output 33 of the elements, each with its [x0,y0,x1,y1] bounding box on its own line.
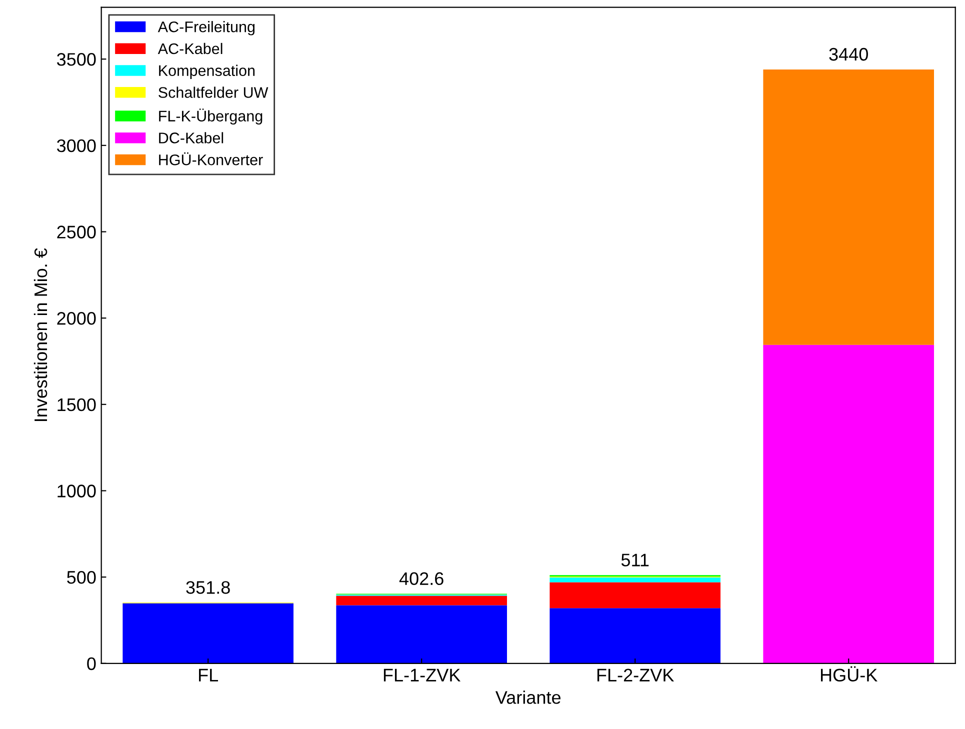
total-label: 3440 [829,48,868,61]
bar [550,582,720,608]
bar [336,596,507,606]
x-tick-label: FL [199,668,218,682]
y-tick-label: 1500 [58,398,96,412]
y-tick-label: 3500 [56,53,96,66]
y-tick-label: 3000 [56,139,96,152]
legend-label: DC-Kabel [159,132,224,144]
bar [122,603,294,664]
legend-label: HGÜ-Konverter [159,152,263,166]
legend-label: FL-K-Übergang [159,108,262,125]
bar [336,605,507,664]
x-tick-label: FL-2-ZVK [597,668,674,682]
legend-label: AC-Kabel [158,42,222,54]
legend-label: Kompensation [159,64,255,80]
x-tick-label: HGÜ-K [820,666,878,682]
total-label: 351.8 [186,581,230,594]
bar [763,69,934,345]
y-tick-label: 1000 [58,484,96,498]
total-label: 402.6 [399,572,444,586]
bar [550,608,720,664]
bar [550,577,720,582]
y-tick-label: 500 [67,570,96,584]
y-tick-label: 0 [87,657,96,670]
y-tick-label: 2000 [57,312,96,325]
total-label: 511 [621,554,649,566]
y-tick-label: 2500 [57,226,96,238]
x-axis-title: Variante [495,690,560,704]
y-axis-title: Investitionen in Mio. € [34,248,48,421]
bar [763,344,934,664]
x-tick-label: FL-1-ZVK [384,668,461,682]
legend-label: Schaltfelder UW [158,86,268,98]
legend-label: AC-Freileitung [158,21,255,36]
